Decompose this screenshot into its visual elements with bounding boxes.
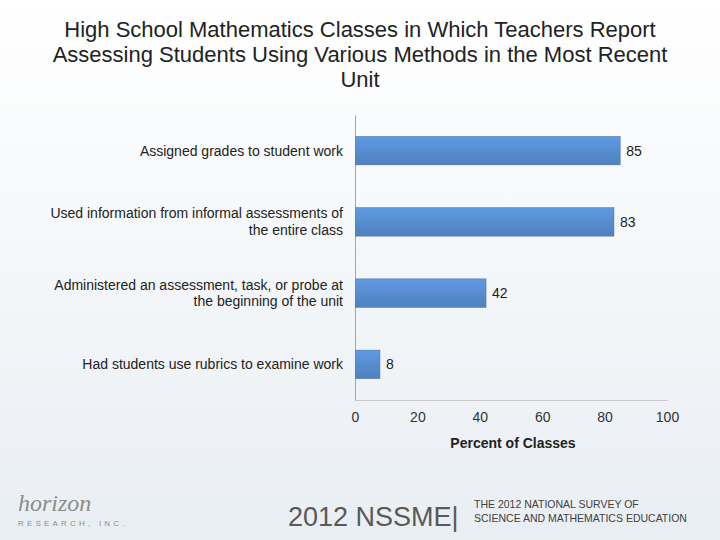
annotation: RESEARCH, INC. [18,519,128,528]
tick: Used information from informal assessmen… [50,205,343,238]
bar [355,136,620,165]
background [0,0,720,540]
annotation: horizon [18,490,91,516]
tick-label-line: Administered an assessment, task, or pro… [54,277,343,293]
title: High School Mathematics Classes in Which… [53,17,668,92]
data-label: 85 [626,143,642,159]
title-line: High School Mathematics Classes in Which… [64,17,655,42]
tick-label: Assigned grades to student work [140,143,344,159]
tick-label: 0 [352,409,360,425]
title-line: Assessing Students Using Various Methods… [53,42,668,67]
tick-label-line: the beginning of the unit [194,293,344,309]
annotation: THE 2012 NATIONAL SURVEY OF [474,498,639,510]
tick: 40 [473,400,489,425]
data-labels: 85 83 42 8 [386,143,642,373]
tick-label-line: Had students use rubrics to examine work [82,356,344,372]
tick-label: Administered an assessment, task, or pro… [54,277,343,310]
x-axis: 0 20 40 60 80 100 [352,400,680,425]
bar [355,208,614,237]
tick: 20 [410,400,426,425]
tick-label-line: Assigned grades to student work [140,143,344,159]
tick-label: Had students use rubrics to examine work [82,356,344,372]
tick-label: 40 [473,409,489,425]
tick: 0 [352,400,360,425]
tick: Assigned grades to student work [140,143,344,159]
tick-label-line: the entire class [249,222,343,238]
tick: 60 [535,400,551,425]
data-label: 83 [620,214,636,230]
tick-label: Used information from informal assessmen… [50,205,343,238]
tick-label: 20 [410,409,426,425]
bars [355,136,620,378]
axis-line [356,400,668,401]
bar [355,350,380,379]
title-line: Unit [340,67,379,92]
chart: High School Mathematics Classes in Which… [0,0,720,540]
tick: Administered an assessment, task, or pro… [54,277,343,310]
data-label: 8 [386,356,394,372]
y-axis: Assigned grades to student work Used info… [50,116,355,401]
annotation: SCIENCE AND MATHEMATICS EDUCATION [474,512,687,524]
annotation: 2012 NSSME| [288,502,459,532]
bar [355,279,486,308]
tick: 80 [597,400,613,425]
tick-label: 60 [535,409,551,425]
tick: Had students use rubrics to examine work [82,356,344,372]
tick: 100 [656,400,680,425]
data-label: 42 [492,285,508,301]
axis-title: Percent of Classes [450,435,575,451]
tick-label-line: Used information from informal assessmen… [50,205,343,221]
tick-label: 80 [597,409,613,425]
tick-label: 100 [656,409,680,425]
